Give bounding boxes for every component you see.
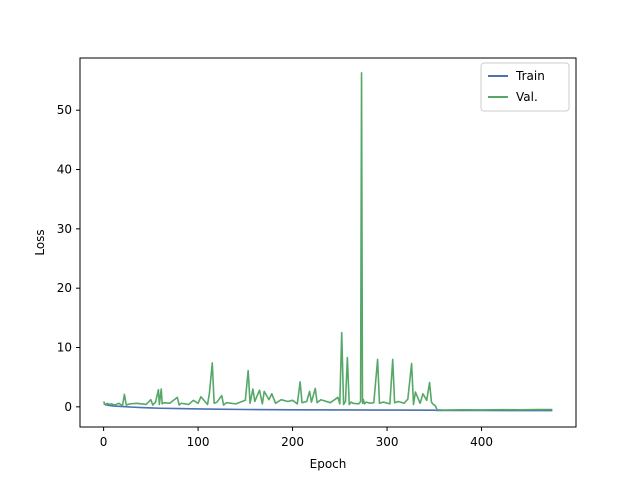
x-tick-label: 400	[470, 435, 493, 449]
y-tick-label: 40	[57, 163, 72, 177]
series-line-train	[103, 403, 553, 412]
legend-label-val: Val.	[516, 90, 538, 104]
x-tick-label: 0	[100, 435, 108, 449]
plot-frame	[79, 57, 577, 428]
y-axis-title: Loss	[33, 229, 47, 255]
x-tick-label: 200	[281, 435, 304, 449]
series-layer	[102, 72, 553, 412]
series-line-val	[102, 72, 553, 411]
x-axis: 0 100 200 300 400	[100, 427, 493, 449]
y-tick-label: 50	[57, 103, 72, 117]
plot-area	[80, 58, 576, 427]
y-tick-label: 0	[64, 400, 72, 414]
x-tick-label: 100	[187, 435, 210, 449]
y-tick-label: 30	[57, 222, 72, 236]
x-axis-title: Epoch	[310, 457, 347, 471]
legend-label-train: Train	[515, 69, 545, 83]
y-axis: 0 10 20 30 40 50	[57, 103, 80, 414]
legend: Train Val.	[480, 62, 570, 112]
x-tick-label: 300	[376, 435, 399, 449]
y-tick-label: 10	[57, 341, 72, 355]
y-tick-label: 20	[57, 281, 72, 295]
